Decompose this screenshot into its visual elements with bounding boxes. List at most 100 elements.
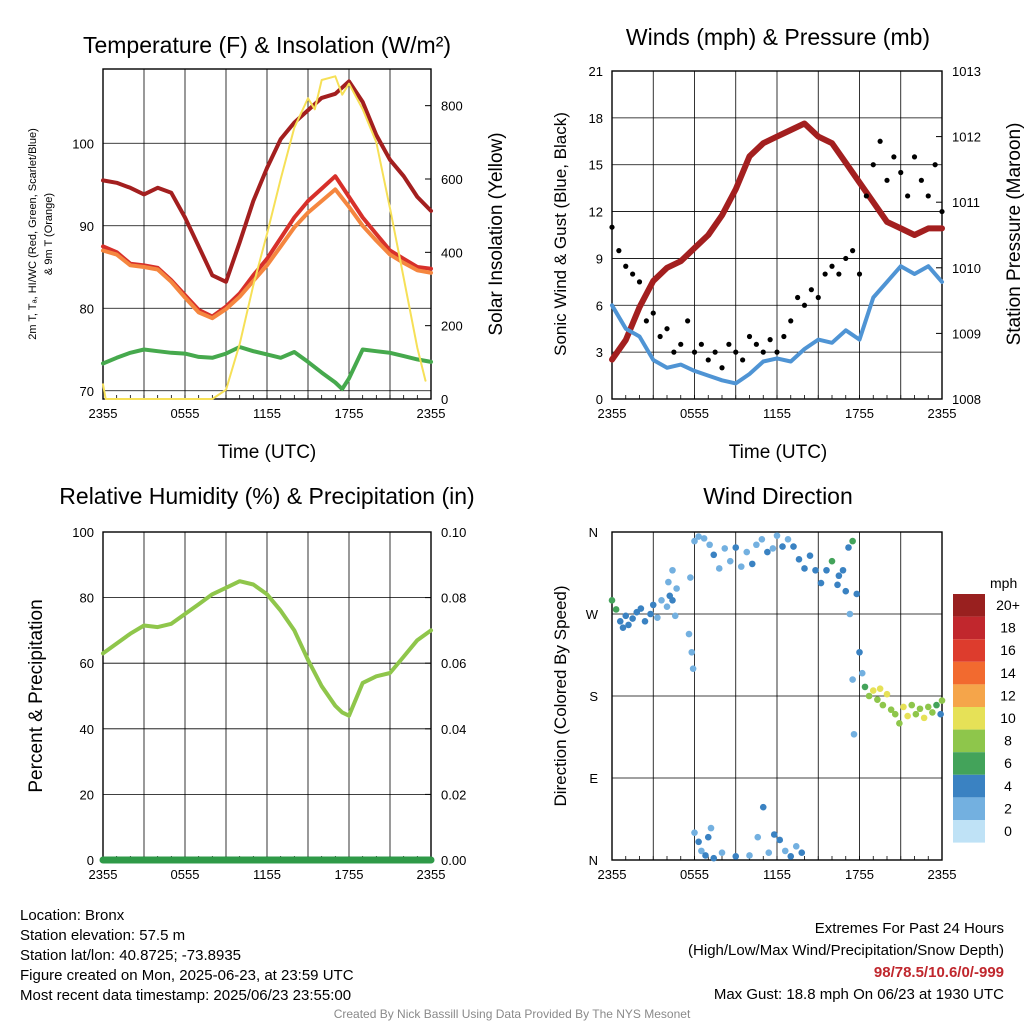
wind-xtick-label: 1155	[763, 406, 791, 421]
gust-point	[843, 255, 849, 262]
extremes-values: 98/78.5/10.6/0/-999	[873, 964, 1004, 981]
gust-point	[905, 193, 911, 199]
gust-point	[767, 337, 773, 343]
gust-point	[925, 193, 931, 199]
direction-point	[637, 605, 645, 612]
temp-xlabel: Time (UTC)	[218, 442, 317, 463]
rh-ytick-left: 0	[87, 853, 94, 868]
wind-ylabel-left: Sonic Wind & Gust (Blue, Black)	[551, 112, 570, 356]
rh-ytick-right: 0.04	[441, 722, 466, 737]
legend-swatch	[953, 684, 985, 707]
station-info: Location: Bronx Station elevation: 57.5 …	[20, 906, 354, 1006]
direction-point	[858, 669, 866, 677]
direction-point	[704, 833, 712, 841]
temp-xtick-label: 1755	[335, 406, 364, 421]
gust-point	[678, 341, 684, 347]
legend-swatch	[953, 639, 985, 662]
rh-ylabel-left: Percent & Precipitation	[26, 599, 47, 792]
wind-xtick-label: 2355	[928, 406, 957, 421]
gust-point	[616, 248, 622, 254]
temp-ylabel-right: Solar Insolation (Yellow)	[486, 132, 507, 335]
legend-label: 16	[1000, 642, 1016, 658]
temp-xtick-label: 2355	[89, 406, 118, 421]
direction-point	[685, 630, 693, 638]
temp-plot-area: 2355 0555 1155 1755 2355 70 80 90 100 0 200 400 600 8…	[72, 68, 463, 421]
gust-point	[939, 208, 945, 215]
rh-ytick-left: 80	[80, 591, 94, 606]
dir-xtick-label: 2355	[598, 867, 627, 882]
gust-point	[877, 138, 883, 144]
gust-point	[698, 341, 704, 347]
wind-ytick-right: 1013	[952, 64, 981, 79]
wind-ytick-left: 12	[589, 205, 603, 220]
wind-xtick-label: 1755	[845, 406, 874, 421]
extremes-subtitle: (High/Low/Max Wind/Precipitation/Snow De…	[688, 942, 1004, 959]
direction-point	[787, 853, 795, 860]
rh-ytick-right: 0.02	[441, 787, 466, 802]
temp-ytick-left: 90	[80, 219, 94, 234]
station-elevation: Station elevation: 57.5 m	[20, 927, 186, 944]
wind-panel-title: Winds (mph) & Pressure (mb)	[626, 24, 930, 50]
rh-xtick-label: 1155	[253, 867, 281, 882]
dir-ytick-label: E	[589, 771, 598, 786]
extremes-title: Extremes For Past 24 Hours	[814, 920, 1004, 937]
direction-point	[658, 597, 665, 604]
legend-label: 4	[1004, 778, 1012, 794]
speed-legend: 20+ 18 16 14 12 10 8 6 4 2 0	[953, 594, 1020, 843]
gust-point	[740, 357, 746, 363]
gust-point	[685, 318, 691, 324]
direction-point	[616, 617, 624, 625]
gust-point	[822, 271, 828, 277]
direction-point	[654, 614, 661, 621]
direction-point	[900, 703, 907, 711]
direction-point	[764, 548, 771, 556]
dir-xtick-label: 0555	[680, 867, 709, 882]
gust-point	[636, 279, 643, 285]
gust-point	[801, 302, 808, 308]
direction-point	[790, 543, 797, 550]
direction-point	[865, 692, 873, 700]
direction-point	[710, 854, 718, 862]
temp-ytick-left: 70	[80, 384, 94, 399]
direction-point	[823, 566, 830, 574]
temp-ytick-left: 80	[80, 301, 94, 316]
direction-point	[933, 701, 940, 709]
legend-label: 0	[1004, 823, 1012, 839]
direction-point	[861, 683, 869, 691]
direction-point	[759, 803, 767, 811]
wind-ylabel-right: Station Pressure (Maroon)	[1004, 123, 1024, 346]
direction-point	[887, 706, 895, 713]
direction-point	[737, 563, 745, 570]
direction-point	[904, 712, 911, 720]
direction-point	[896, 720, 903, 727]
direction-point	[688, 648, 696, 656]
dir-ytick-label: N	[589, 853, 598, 868]
credit-line: Created By Nick Bassill Using Data Provi…	[333, 1007, 691, 1021]
wind-xtick-label: 0555	[680, 406, 709, 421]
gust-point	[657, 333, 663, 340]
temperature-9m-line	[101, 187, 433, 321]
direction-point	[622, 612, 630, 620]
direction-point	[845, 544, 852, 551]
max-gust: Max Gust: 18.8 mph On 06/23 at 1930 UTC	[713, 986, 1004, 1003]
legend-label: 2	[1004, 800, 1012, 816]
gust-point	[733, 349, 739, 355]
direction-point	[753, 541, 760, 549]
rh-ytick-left: 60	[80, 656, 94, 671]
station-latlon: Station lat/lon: 40.8725; -73.8935	[20, 947, 242, 964]
gust-point	[815, 294, 821, 301]
rh-plot-area: 2355 0555 1155 1755 23550204060801000.000.02…	[72, 525, 466, 882]
direction-point	[732, 544, 740, 551]
direction-point	[746, 852, 753, 859]
rh-xtick-label: 2355	[417, 867, 446, 882]
legend-swatch	[953, 752, 985, 775]
gust-point	[808, 287, 814, 293]
direction-point	[649, 601, 657, 609]
direction-point	[754, 833, 762, 841]
gust-point	[870, 162, 876, 168]
gust-point	[781, 333, 787, 340]
temp-ytick-right: 800	[441, 99, 463, 114]
direction-point	[669, 566, 676, 574]
direction-point	[938, 697, 946, 704]
